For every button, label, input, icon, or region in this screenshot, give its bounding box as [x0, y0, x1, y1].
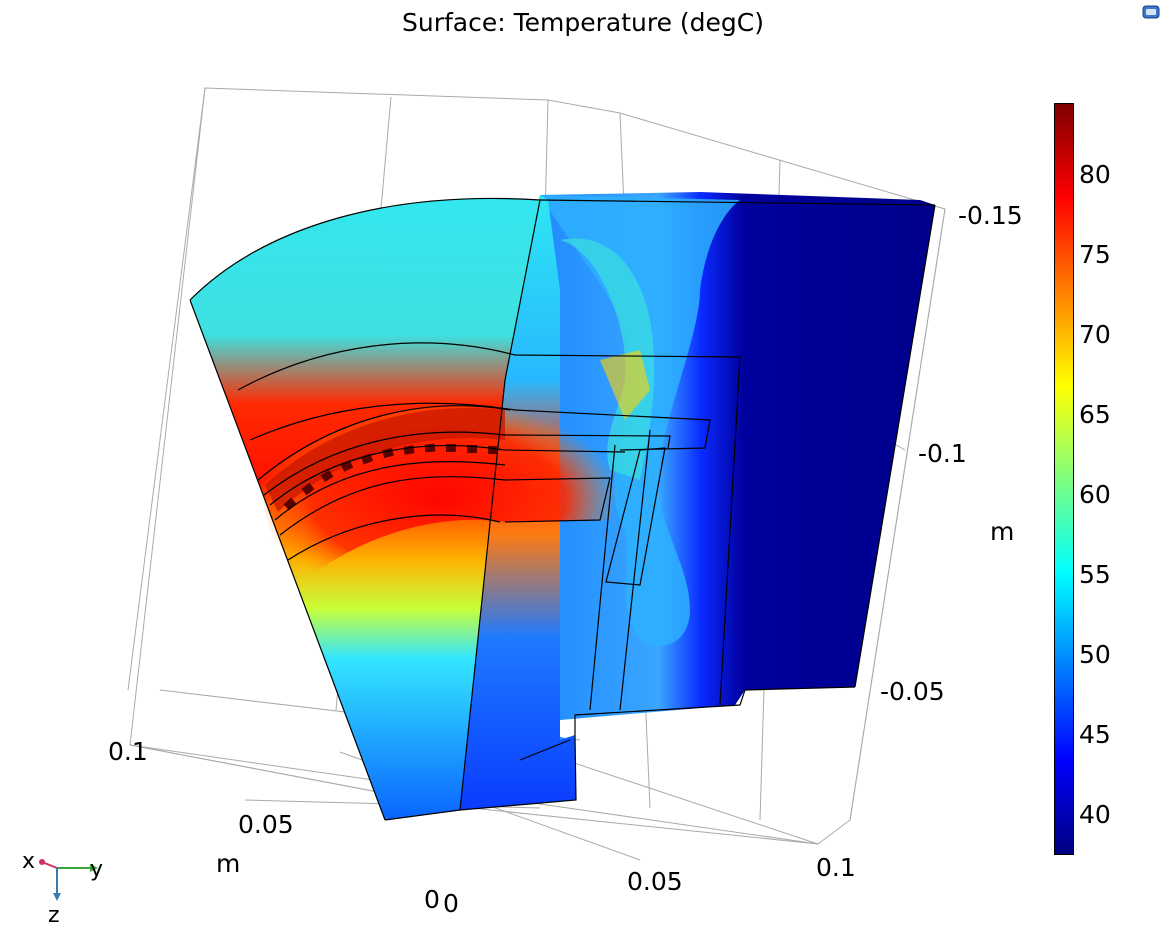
geometry-edges [189, 197, 936, 821]
z-axis-unit: m [990, 517, 1014, 546]
z-tick-minus-0.15: -0.15 [958, 201, 1023, 230]
color-legend-tick: 75 [1079, 240, 1111, 269]
triad-y-label: y [90, 857, 103, 882]
triad-z-label: z [48, 903, 60, 926]
y-tick-0.05: 0.05 [627, 867, 683, 896]
color-legend-tick: 40 [1079, 800, 1111, 829]
x-tick-0: 0 [424, 885, 440, 914]
x-tick-0.1: 0.1 [108, 737, 148, 766]
triad-x-label: x [22, 849, 35, 874]
x-tick-0.05: 0.05 [238, 810, 294, 839]
z-tick-minus-0.05: -0.05 [880, 677, 945, 706]
color-legend-bar [1054, 103, 1074, 855]
color-legend-tick: 50 [1079, 640, 1111, 669]
hot-band [265, 407, 505, 512]
plot-title: Surface: Temperature (degC) [402, 8, 764, 37]
x-axis-unit: m [216, 849, 240, 878]
color-legend-tick: 45 [1079, 720, 1111, 749]
color-legend-tick: 55 [1079, 560, 1111, 589]
right-face [510, 192, 935, 760]
color-legend-tick: 80 [1079, 160, 1111, 189]
axis-triad: x y z [22, 849, 103, 926]
z-tick-minus-0.1: -0.1 [918, 439, 967, 468]
y-tick-0.1: 0.1 [816, 853, 856, 882]
window-icon[interactable] [1142, 4, 1160, 19]
color-legend-tick: 60 [1079, 480, 1111, 509]
color-legend-tick: 70 [1079, 320, 1111, 349]
color-legend-tick: 65 [1079, 400, 1111, 429]
y-tick-0: 0 [443, 889, 459, 918]
